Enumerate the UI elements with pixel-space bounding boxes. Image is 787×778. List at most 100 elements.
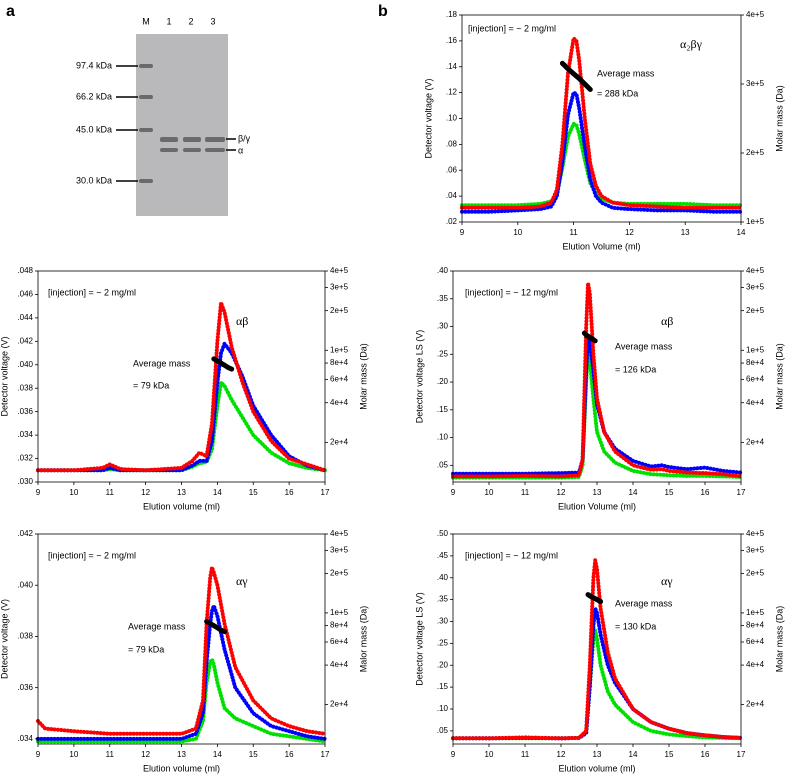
x-tick-label: 9 [451, 750, 456, 759]
x-tick-label: 11 [521, 750, 530, 759]
annotation: [injection] = ~ 2 mg/ml [48, 287, 136, 297]
x-tick-label: 11 [521, 488, 530, 497]
band-label: α [238, 145, 243, 155]
y-tick-label: .45 [437, 551, 449, 560]
y-tick-label: .05 [437, 726, 449, 735]
x-tick-label: 12 [625, 228, 634, 237]
chart: 9 10 11 12 13 14 .02 .04 .06 .08 .10 .12 .14 .16 .18 1e… [423, 10, 784, 251]
chart: 9 10 11 12 13 14 15 16 17 .05 .10 .15 .20 .25 .30 .35 .4… [414, 266, 784, 511]
x-tick-label: 10 [485, 488, 494, 497]
lane-label: M [142, 16, 150, 26]
signal-line [460, 121, 743, 208]
x-tick-label: 16 [285, 750, 294, 759]
x-tick-label: 17 [321, 488, 330, 497]
x-axis-title: Elution volume (ml) [558, 763, 635, 773]
y2-tick-label: 4e+5 [330, 529, 349, 538]
gel: M 1 2 3 97.4 kDa 66.2 kDa 45.0 kDa 30.0 … [76, 16, 251, 216]
y2-tick-label: 3e+5 [746, 545, 765, 554]
x-tick-label: 17 [737, 488, 746, 497]
y2-tick-label: 3e+5 [330, 545, 349, 554]
series-label: αβ [236, 314, 248, 328]
y2-axis-title: Molar mass (Da) [774, 343, 784, 410]
y2-tick-label: 3e+5 [330, 283, 349, 292]
y-tick-label: .034 [17, 430, 33, 439]
y2-tick-label: 8e+4 [746, 621, 765, 630]
y2-tick-label: 2e+4 [330, 700, 349, 709]
x-tick-label: 12 [557, 750, 566, 759]
y-tick-label: .040 [17, 580, 33, 589]
x-tick-label: 13 [593, 750, 602, 759]
y2-tick-label: 2e+5 [746, 569, 765, 578]
y-tick-label: .50 [437, 529, 449, 538]
x-tick-label: 17 [737, 750, 746, 759]
chart: 9 10 11 12 13 14 15 16 17 .030 .032 .034 .036 .038 .04… [0, 266, 368, 511]
mass-line [211, 356, 235, 372]
mass-label: Average mass [597, 68, 655, 78]
y2-tick-label: 1e+5 [746, 608, 765, 617]
mass-line [581, 330, 598, 344]
signal-line [36, 380, 327, 473]
y-tick-label: .030 [17, 477, 33, 486]
chart: 9 10 11 12 13 14 15 16 17 .05 .10 .15 .20 .25 .30 .35 .4… [414, 529, 784, 773]
mass-label: Average mass [133, 358, 191, 368]
x-tick-label: 10 [69, 750, 78, 759]
x-tick-label: 14 [737, 228, 746, 237]
mass-line [204, 619, 227, 635]
signal-line [36, 565, 327, 736]
y2-tick-label: 4e+4 [330, 398, 349, 407]
y-tick-label: .10 [446, 114, 458, 123]
y2-tick-label: 4e+4 [746, 660, 765, 669]
gel-background [136, 34, 228, 216]
y2-tick-label: 3e+5 [746, 283, 765, 292]
x-tick-label: 13 [177, 750, 186, 759]
signal-line [451, 628, 743, 741]
y2-tick-label: 8e+4 [330, 358, 349, 367]
y2-tick-label: 4e+4 [330, 660, 349, 669]
signal-line [460, 36, 743, 210]
x-tick-label: 13 [681, 228, 690, 237]
y-axis-title: Detector voltage (V) [0, 336, 9, 416]
y-tick-label: .25 [437, 349, 449, 358]
y2-axis-title: Malor mass (Da) [358, 606, 368, 673]
mass-line [585, 592, 604, 605]
y-tick-label: .40 [437, 573, 449, 582]
annotation: [injection] = ~ 12 mg/ml [465, 287, 558, 297]
annotation: [injection] = ~ 2 mg/ml [468, 23, 556, 33]
x-tick-label: 15 [665, 750, 674, 759]
y2-tick-label: 6e+4 [746, 375, 765, 384]
y-tick-label: .042 [17, 336, 33, 345]
y2-tick-label: 2e+4 [746, 700, 765, 709]
y2-tick-label: 2e+5 [330, 569, 349, 578]
mass-value: = 79 kDa [128, 644, 164, 654]
y2-tick-label: 8e+4 [330, 621, 349, 630]
y2-tick-label: 2e+4 [330, 437, 349, 446]
signal-line [460, 90, 743, 214]
x-tick-label: 15 [249, 750, 258, 759]
x-tick-label: 9 [36, 750, 41, 759]
x-tick-label: 15 [249, 488, 258, 497]
y-tick-label: .08 [446, 139, 458, 148]
y2-tick-label: 1e+5 [746, 217, 765, 226]
y2-tick-label: 6e+4 [746, 637, 765, 646]
x-tick-label: 13 [177, 488, 186, 497]
x-tick-label: 10 [485, 750, 494, 759]
annotation: [injection] = ~ 2 mg/ml [48, 550, 136, 560]
gel-bands [139, 64, 225, 183]
x-tick-label: 12 [141, 750, 150, 759]
y-tick-label: .20 [437, 377, 449, 386]
y-tick-label: .40 [437, 266, 449, 275]
y2-tick-label: 8e+4 [746, 358, 765, 367]
signal-line [451, 346, 743, 480]
mass-value: = 126 kDa [615, 364, 656, 374]
y-tick-label: .044 [17, 313, 33, 322]
y-tick-label: .02 [446, 217, 458, 226]
y2-axis-title: Molar mass (Da) [774, 85, 784, 152]
mass-value: = 130 kDa [615, 621, 656, 631]
y-tick-label: .30 [437, 322, 449, 331]
y-tick-label: .042 [17, 529, 33, 538]
y-tick-label: .06 [446, 165, 458, 174]
band-label: β/γ [238, 133, 251, 143]
y-tick-label: .16 [446, 36, 458, 45]
x-tick-label: 11 [106, 488, 115, 497]
x-tick-label: 14 [629, 488, 638, 497]
